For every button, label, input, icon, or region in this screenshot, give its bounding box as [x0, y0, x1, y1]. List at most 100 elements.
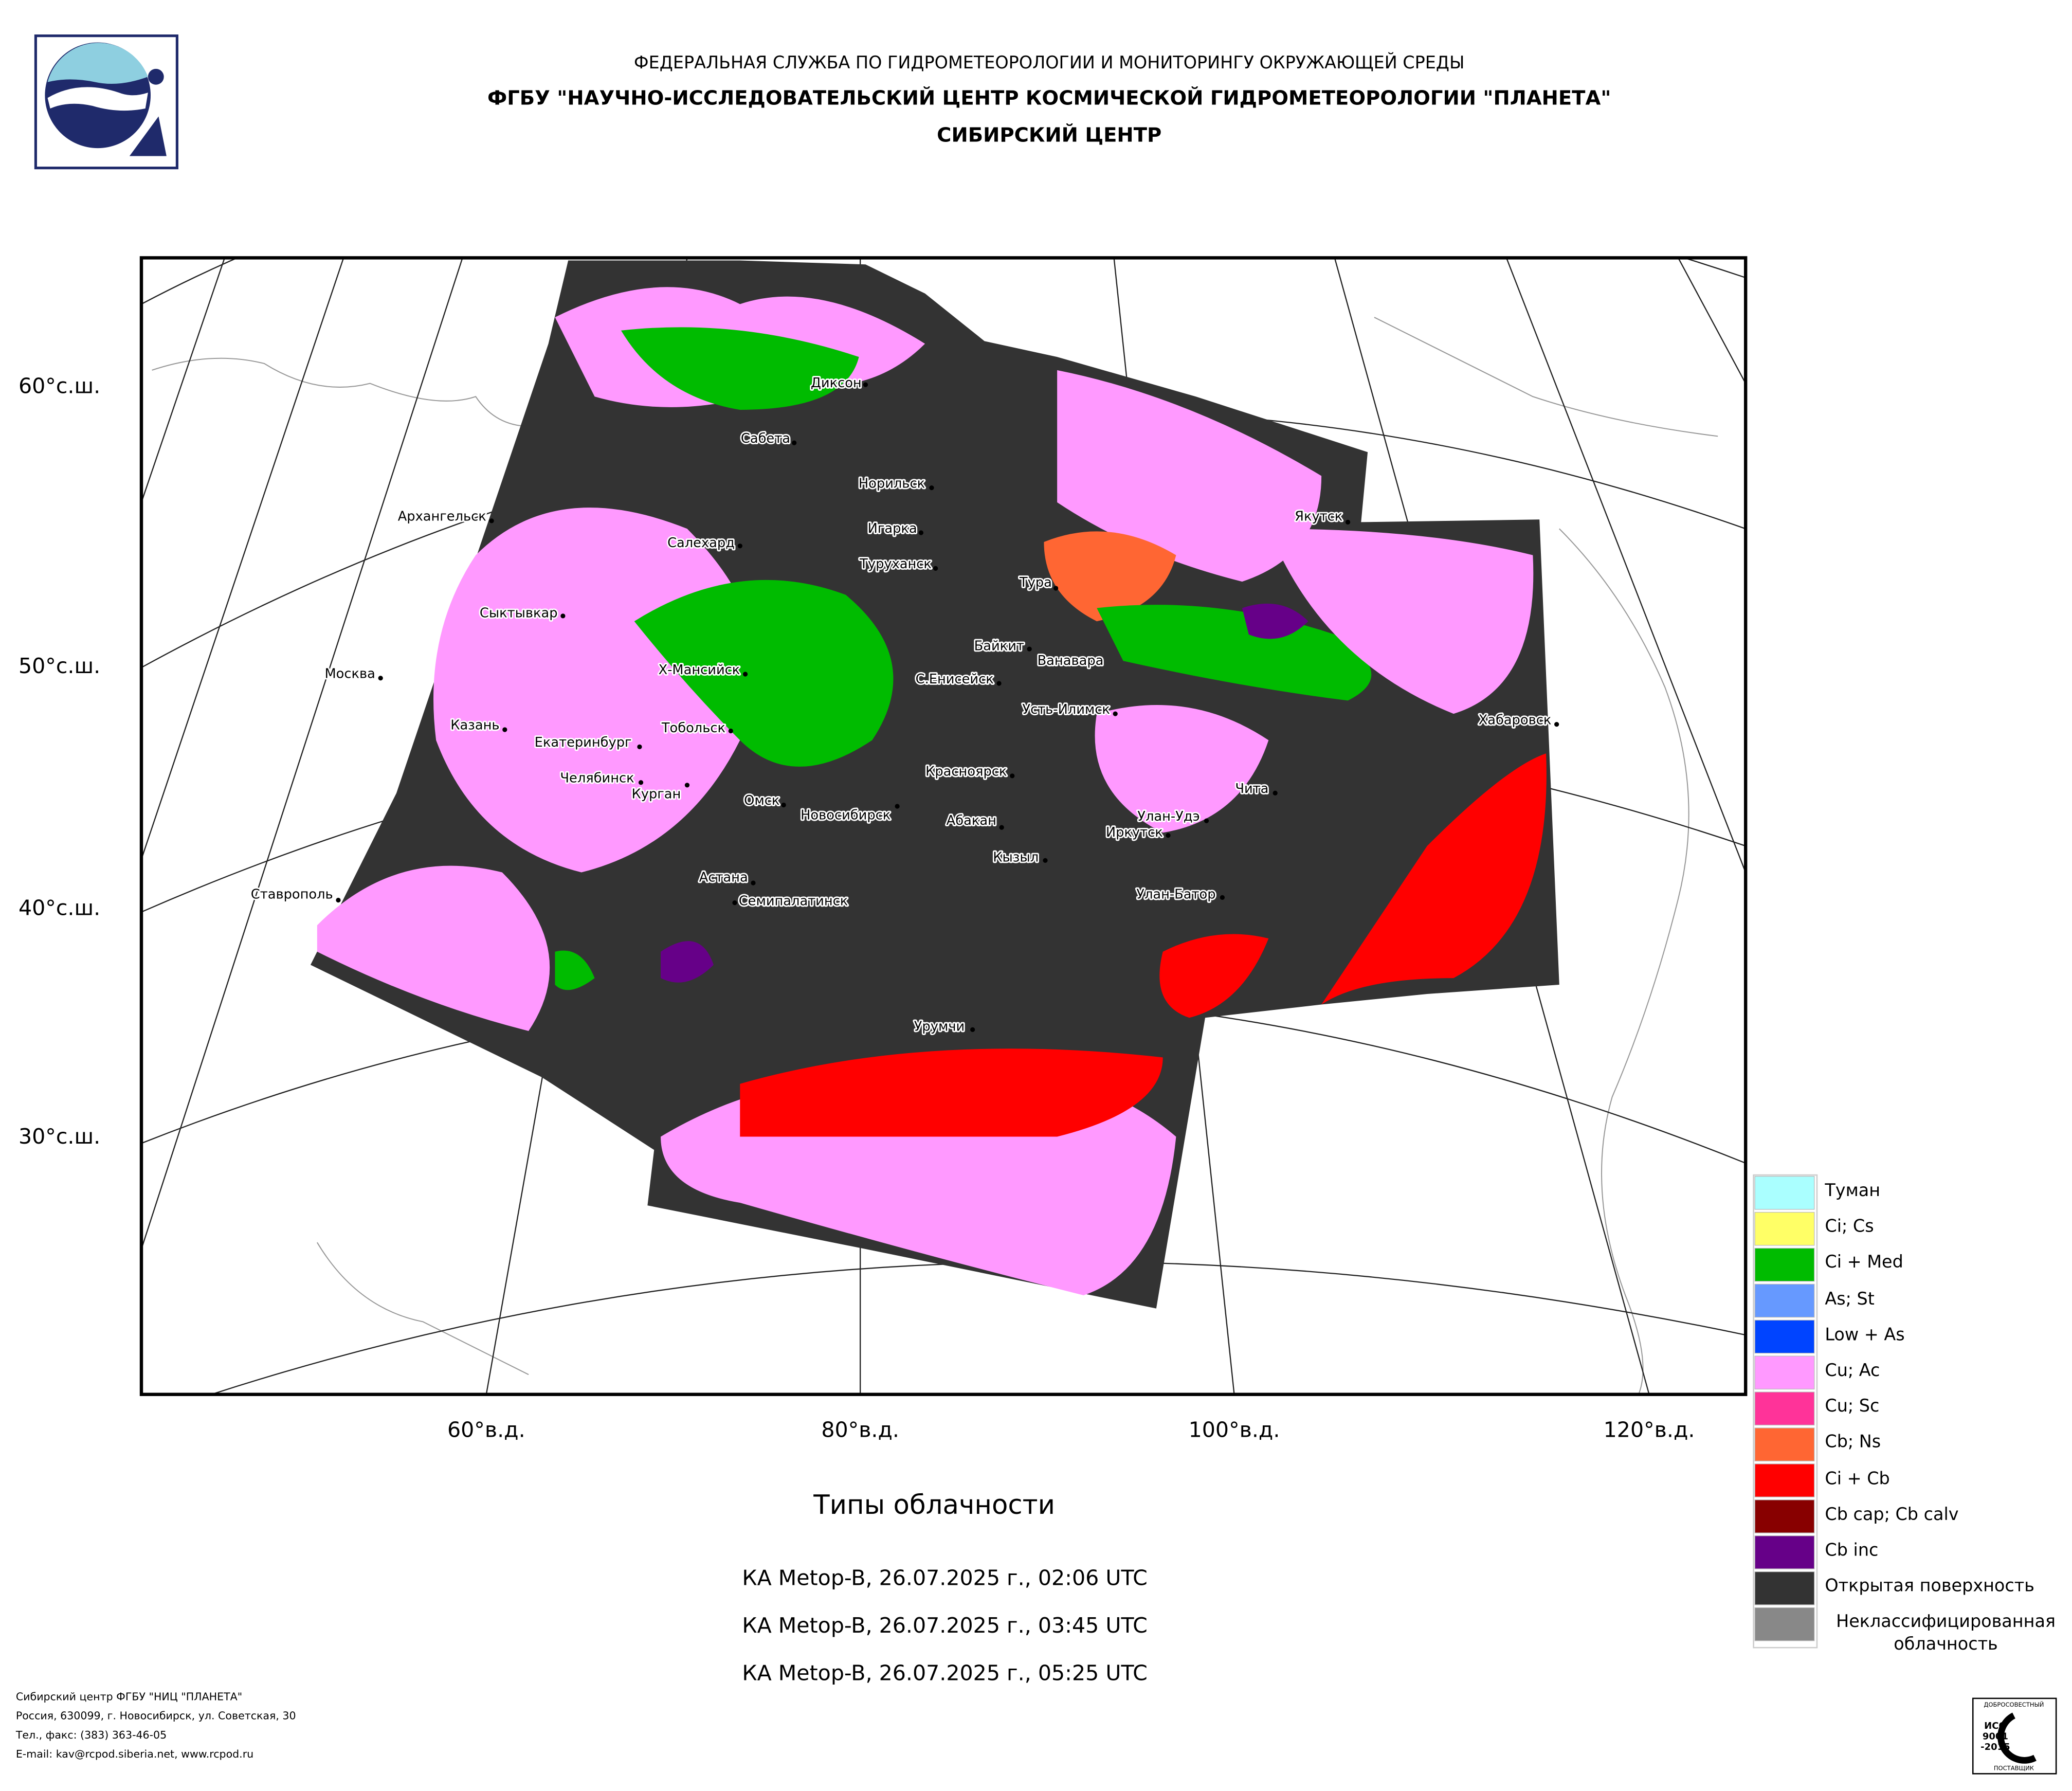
- legend-item: Ci; Cs: [1825, 1218, 1874, 1238]
- city-label: Тобольск: [661, 720, 725, 736]
- footer-line: Россия, 630099, г. Новосибирск, ул. Сове…: [16, 1710, 296, 1722]
- city-dot: [933, 566, 938, 571]
- legend-swatch: [1754, 1427, 1815, 1461]
- city-label: Улан-Батор: [1136, 887, 1215, 902]
- city-label: Якутск: [1295, 509, 1342, 524]
- city-dot: [684, 783, 690, 788]
- city-label: Кызыл: [993, 850, 1039, 865]
- city-label: Сыктывкар: [480, 605, 558, 621]
- axis-labels: 60°с.ш. 50°с.ш. 40°с.ш. 30°с.ш. 60°в.д. 80°в.…: [19, 373, 1695, 1442]
- badge-line: 9001: [1983, 1731, 2008, 1742]
- lat-label: 60°с.ш.: [19, 373, 100, 398]
- city-label: Улан-Удэ: [1137, 809, 1199, 824]
- legend-label: Low + As: [1825, 1325, 1905, 1346]
- city-dot: [1113, 711, 1118, 716]
- footer: Сибирский центр ФГБУ "НИЦ "ПЛАНЕТА" Росси…: [15, 1690, 296, 1760]
- legend-item: Cb inc: [1825, 1541, 1878, 1561]
- city-dot: [728, 728, 733, 734]
- legend-swatch: [1754, 1391, 1815, 1426]
- city-label: Х-Мансийск: [659, 662, 740, 678]
- city-dot: [502, 727, 507, 732]
- legend-item: Low + As: [1825, 1325, 1905, 1346]
- city-dot: [637, 744, 642, 749]
- legend-item: Неклассифицированная облачность: [1836, 1613, 2056, 1655]
- header-center: СИБИРСКИЙ ЦЕНТР: [937, 122, 1161, 147]
- city-label: Норильск: [859, 476, 925, 491]
- city-label: Байкит: [974, 639, 1024, 654]
- footer-line: E-mail: kav@rcpod.siberia.net, www.rcpod…: [16, 1748, 253, 1760]
- legend-label: Cu; Ac: [1825, 1361, 1880, 1382]
- city-dot: [378, 676, 383, 681]
- city-dot: [1166, 833, 1171, 838]
- city-label: Туруханск: [859, 556, 932, 572]
- legend-item: Ci + Cb: [1825, 1469, 1890, 1489]
- legend-item: Туман: [1825, 1182, 1880, 1202]
- legend-swatch: [1754, 1607, 1815, 1641]
- legend-swatch: [1754, 1535, 1815, 1569]
- legend-item: Ci + Med: [1825, 1253, 1903, 1274]
- legend-item: Cb; Ns: [1825, 1433, 1881, 1453]
- city-dot: [996, 681, 1002, 686]
- city-layer: Диксон Сабета Норильск Архангельск Игарка Сал…: [249, 374, 1559, 1036]
- footer-line: Сибирский центр ФГБУ "НИЦ "ПЛАНЕТА": [16, 1690, 242, 1703]
- city-label: Ванавара: [1038, 653, 1104, 668]
- city-dot: [1010, 773, 1015, 779]
- city-label: Чита: [1235, 781, 1268, 797]
- city-dot: [1273, 790, 1278, 795]
- city-label: Ставрополь: [251, 887, 333, 902]
- lon-label: 100°в.д.: [1189, 1418, 1280, 1442]
- city-label: Урумчи: [914, 1019, 965, 1035]
- city-dot: [489, 518, 494, 523]
- city-dot: [1097, 661, 1102, 666]
- city-dot: [918, 530, 924, 535]
- coastlines: [152, 317, 1718, 1395]
- lat-label: 30°с.ш.: [19, 1124, 100, 1149]
- lat-label: 50°с.ш.: [19, 654, 100, 678]
- city-label: Усть-Илимск: [1022, 702, 1110, 717]
- city-label: Москва: [325, 666, 375, 681]
- city-dot: [999, 825, 1004, 830]
- legend-item: Cb cap; Cb calv: [1825, 1505, 1959, 1525]
- legend-item: As; St: [1825, 1290, 1874, 1310]
- city-label: Сабета: [741, 431, 790, 446]
- legend-label: Ci + Med: [1825, 1253, 1903, 1274]
- header-institute: ФГБУ "НАУЧНО-ИССЛЕДОВАТЕЛЬСКИЙ ЦЕНТР КОС…: [487, 85, 1611, 110]
- caption-title: Типы облачности: [813, 1490, 1055, 1521]
- legend-label: Ci + Cb: [1825, 1469, 1890, 1489]
- lat-label: 40°с.ш.: [19, 895, 100, 920]
- city-label: С.Енисейск: [916, 672, 994, 687]
- legend-swatch: [1754, 1211, 1815, 1246]
- city-dot: [1027, 646, 1032, 652]
- city-label: Хабаровск: [1479, 712, 1552, 728]
- legend-label: Cb cap; Cb calv: [1825, 1505, 1959, 1525]
- city-label: Семипалатинск: [739, 894, 848, 909]
- city-dot: [737, 544, 742, 549]
- city-label: Тура: [1019, 575, 1052, 590]
- city-label: Иркутск: [1106, 825, 1163, 840]
- legend-swatch: [1754, 1499, 1815, 1533]
- badge-bottom: ПОСТАВЩИК: [1994, 1765, 2034, 1772]
- map-area: Диксон Сабета Норильск Архангельск Игарка Сал…: [141, 258, 1746, 1395]
- city-label: Диксон: [811, 375, 862, 391]
- legend-swatch: [1754, 1176, 1815, 1210]
- legend-swatch: [1754, 1247, 1815, 1282]
- pass-line: КА Metop-B, 26.07.2025 г., 03:45 UTC: [742, 1613, 1147, 1638]
- pass-line: КА Metop-B, 26.07.2025 г., 02:06 UTC: [742, 1566, 1147, 1590]
- legend-label: Cu; Sc: [1825, 1397, 1880, 1417]
- city-label: Новосибирск: [801, 808, 890, 823]
- legend-label: Открытая поверхность: [1825, 1577, 2034, 1597]
- legend: Туман Ci; Cs Ci + Med As; St Low + As Cu; Ac C…: [1753, 1174, 2056, 1655]
- city-label: Салехард: [667, 535, 735, 551]
- legend-item: Cu; Sc: [1825, 1397, 1880, 1417]
- lon-label: 120°в.д.: [1604, 1418, 1695, 1442]
- legend-item: Cu; Ac: [1825, 1361, 1880, 1382]
- city-label: Красноярск: [925, 764, 1007, 780]
- city-label: Челябинск: [560, 771, 634, 786]
- city-dot: [732, 900, 737, 906]
- city-dot: [1053, 586, 1059, 591]
- lon-label: 80°в.д.: [821, 1418, 899, 1442]
